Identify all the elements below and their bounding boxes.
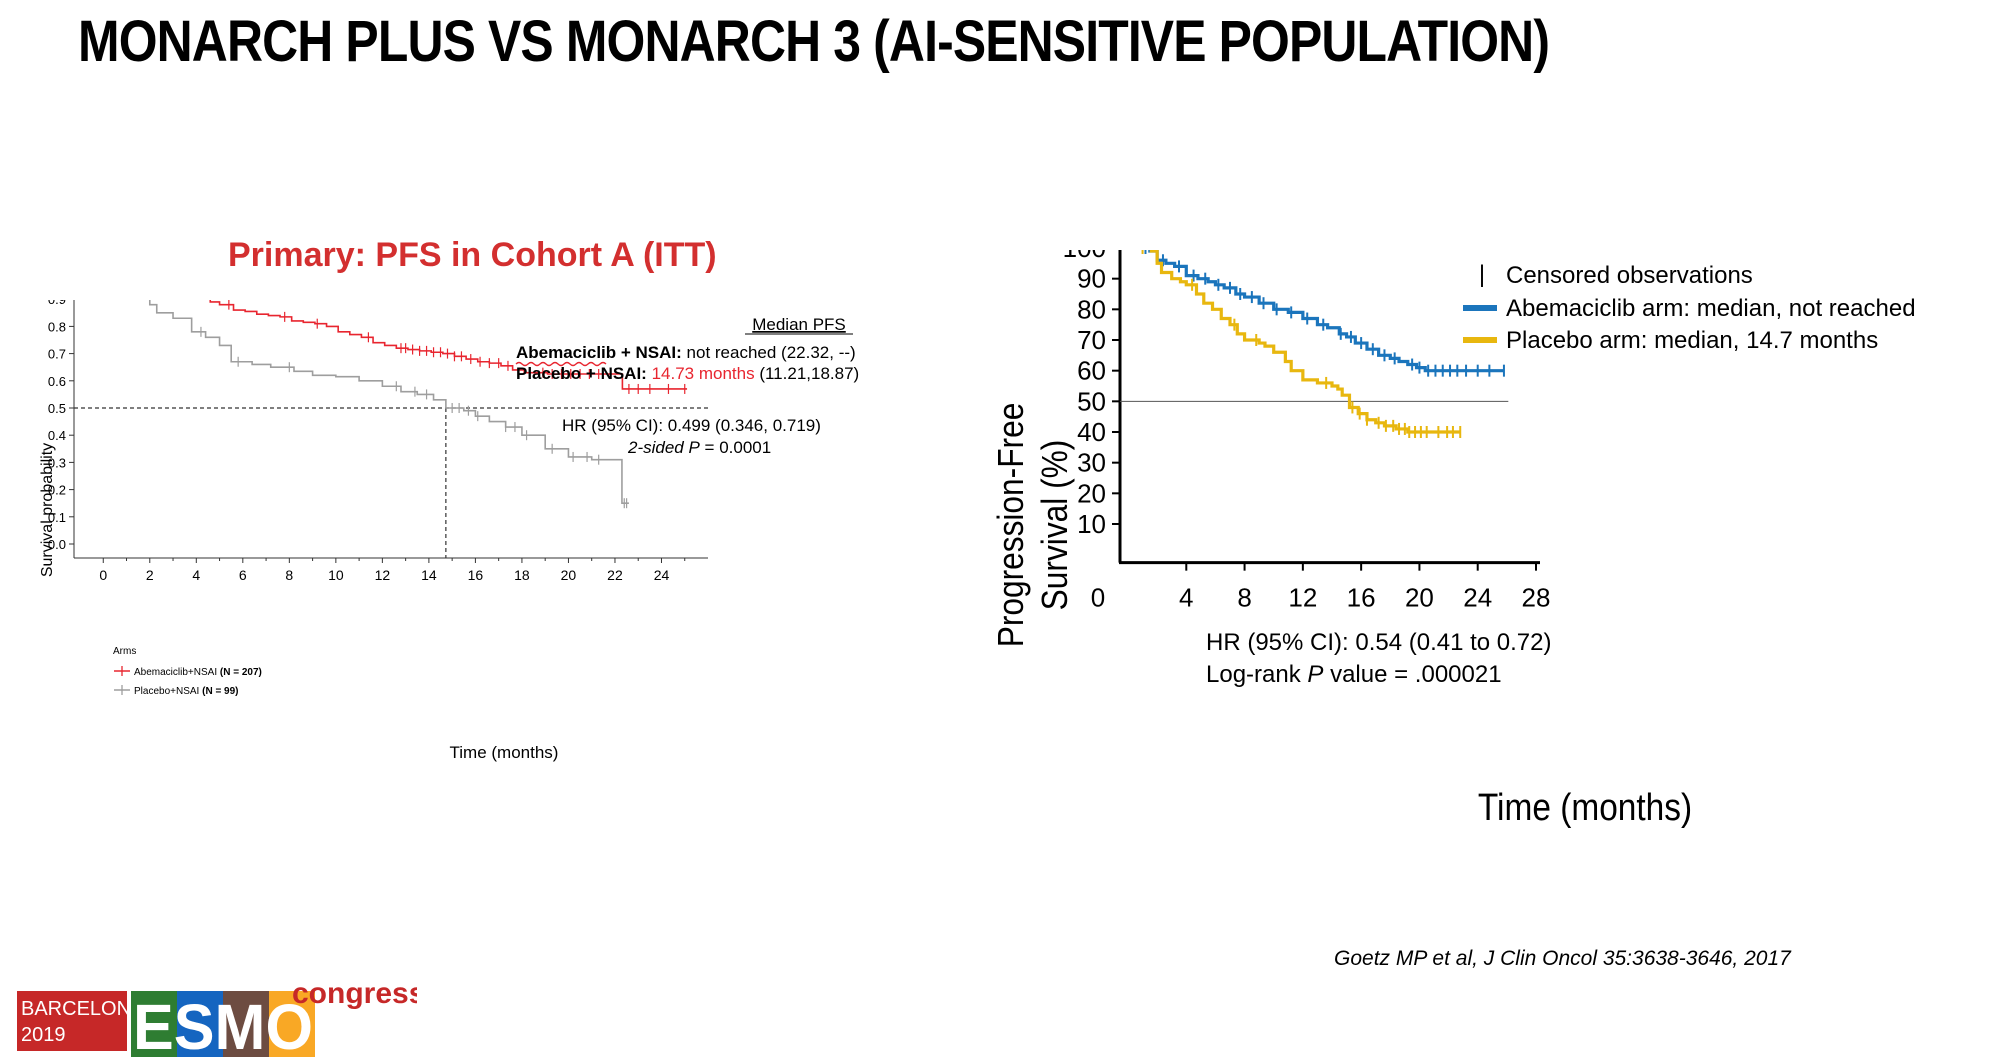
left-x-tick-label: 24 — [654, 567, 670, 583]
logo-suffix: congress — [292, 977, 417, 1010]
left-legend-name-placebo: Placebo+NSAI — [134, 686, 199, 697]
right-legend-item-placebo: Placebo arm: median, 14.7 months — [1463, 327, 1878, 354]
right-x-axis-label: Time (months) — [1478, 786, 1692, 828]
abemaciclib-median-bold: Abemaciclib + NSAI: — [516, 343, 682, 362]
placebo-median-line: Placebo + NSAI: 14.73 months (11.21,18.8… — [516, 364, 859, 383]
left-p-italic: 2-sided P — [627, 438, 700, 457]
esmo-congress-logo: BARCELONA 2019 ESMO congress — [17, 977, 417, 1057]
right-logrank-italic: P — [1307, 661, 1323, 688]
right-logrank-prefix: Log-rank — [1206, 661, 1307, 688]
right-y-tick-label: 90 — [1077, 264, 1106, 294]
page-title: MONARCH PLUS VS MONARCH 3 (AI-SENSITIVE … — [78, 9, 1550, 74]
left-curve-abemaciclib — [209, 300, 688, 390]
left-x-tick-label: 12 — [375, 567, 391, 583]
left-y-tick-label: 0.3 — [48, 455, 66, 470]
citation: Goetz MP et al, J Clin Oncol 35:3638-364… — [1334, 947, 1791, 970]
right-y-axis-label-line1: Progression-Free — [991, 403, 1031, 648]
right-y-tick-label: 20 — [1077, 478, 1106, 508]
left-legend-n-placebo: (N = 99) — [202, 686, 238, 697]
abemaciclib-median-rest: not reached (22.32, --) — [682, 343, 856, 362]
left-y-tick-label: 0.1 — [48, 510, 66, 525]
left-y-tick-label: 0.0 — [48, 537, 66, 552]
logo-year: 2019 — [21, 1024, 66, 1046]
right-curve-abemaciclib — [1148, 250, 1504, 373]
right-legend-label-abemaciclib: Abemaciclib arm: median, not reached — [1506, 295, 1916, 322]
left-legend-name-abemaciclib: Abemaciclib+NSAI — [134, 667, 217, 678]
placebo-median-rest: (11.21,18.87) — [755, 364, 860, 383]
left-y-tick-label: 0.5 — [48, 401, 66, 416]
right-y-tick-label: 60 — [1077, 356, 1106, 386]
right-y-tick-label: 80 — [1077, 294, 1106, 324]
right-km-chart: 0481216202428102030405060708090100 Time … — [991, 250, 1916, 828]
logo-brand: ESMO — [133, 991, 313, 1057]
left-legend-n-abemaciclib: (N = 207) — [220, 667, 262, 678]
median-pfs-header: Median PFS — [752, 315, 846, 334]
left-x-tick-label: 18 — [514, 567, 530, 583]
left-legend-label-abemaciclib: Abemaciclib+NSAI (N = 207) — [134, 667, 262, 678]
left-km-chart: 0 2 4 6 8 10 12 14 16 18 20 22 240.00.10.20.30.40.50… — [39, 300, 859, 762]
right-x-tick-label: 20 — [1405, 583, 1434, 613]
right-logrank-suffix: value = .000021 — [1323, 661, 1501, 688]
placebo-median-bold: Placebo + NSAI: — [516, 364, 647, 383]
left-legend-item-abemaciclib: Abemaciclib+NSAI (N = 207) — [114, 666, 262, 678]
censored-marker: | — [1479, 261, 1485, 288]
right-legend-item-abemaciclib: Abemaciclib arm: median, not reached — [1463, 295, 1916, 322]
right-x-tick-label: 28 — [1522, 583, 1551, 613]
right-y-tick-label: 50 — [1077, 386, 1106, 416]
right-x-tick-label: 24 — [1463, 583, 1492, 613]
right-x-tick-label: 12 — [1288, 583, 1317, 613]
right-x-tick-label: 16 — [1347, 583, 1376, 613]
left-y-tick-label: 0.4 — [48, 428, 66, 443]
left-x-tick-label: 10 — [328, 567, 344, 583]
left-y-tick-label: 0.7 — [48, 347, 66, 362]
right-y-tick-label: 100 — [1063, 250, 1106, 263]
left-legend-title: Arms — [113, 646, 136, 657]
left-y-axis-label: Survival probability — [39, 443, 56, 577]
right-hr-text: HR (95% CI): 0.54 (0.41 to 0.72) — [1206, 629, 1552, 656]
left-legend-item-placebo: Placebo+NSAI (N = 99) — [114, 685, 239, 697]
left-x-tick-label: 4 — [192, 567, 200, 583]
right-y-tick-label: 40 — [1077, 417, 1106, 447]
right-x-tick-label: 0 — [1091, 583, 1105, 613]
right-legend-item-censored: | Censored observations — [1479, 261, 1753, 289]
left-x-tick-label: 8 — [285, 567, 293, 583]
right-legend-label-censored: Censored observations — [1506, 262, 1753, 289]
left-x-tick-label: 0 — [99, 567, 107, 583]
left-x-tick-label: 22 — [607, 567, 623, 583]
spellcheck-squiggle — [515, 361, 607, 367]
left-p-text: 2-sided P = 0.0001 — [627, 438, 771, 457]
right-x-tick-label: 8 — [1237, 583, 1251, 613]
left-x-axis-label: Time (months) — [450, 743, 559, 762]
right-logrank-text: Log-rank P value = .000021 — [1206, 661, 1502, 688]
left-hr-text: HR (95% CI): 0.499 (0.346, 0.719) — [562, 416, 821, 435]
right-curve-placebo — [1149, 250, 1461, 434]
left-y-tick-label: 0.6 — [48, 374, 66, 389]
logo-city: BARCELONA — [21, 998, 145, 1020]
right-y-tick-label: 30 — [1077, 448, 1106, 478]
left-x-tick-label: 16 — [468, 567, 484, 583]
left-x-tick-label: 6 — [239, 567, 247, 583]
right-x-tick-label: 4 — [1179, 583, 1193, 613]
abemaciclib-median-line: Abemaciclib + NSAI: not reached (22.32, … — [516, 343, 856, 362]
right-legend-label-placebo: Placebo arm: median, 14.7 months — [1506, 327, 1878, 354]
left-p-value: = 0.0001 — [700, 438, 771, 457]
left-chart-subtitle: Primary: PFS in Cohort A (ITT) — [228, 236, 717, 274]
left-curve-placebo — [148, 300, 629, 504]
right-y-axis-label-line2: Survival (%) — [1035, 440, 1075, 611]
left-y-tick-label: 0.8 — [48, 319, 66, 334]
left-y-tick-label: 0.9 — [48, 300, 66, 307]
left-legend-label-placebo: Placebo+NSAI (N = 99) — [134, 686, 239, 697]
left-x-tick-label: 20 — [561, 567, 577, 583]
left-x-tick-label: 2 — [146, 567, 154, 583]
left-x-tick-label: 14 — [421, 567, 437, 583]
left-y-tick-label: 0.2 — [48, 483, 66, 498]
right-y-tick-label: 70 — [1077, 325, 1106, 355]
right-y-tick-label: 10 — [1077, 509, 1106, 539]
placebo-median-red: 14.73 months — [647, 364, 755, 383]
